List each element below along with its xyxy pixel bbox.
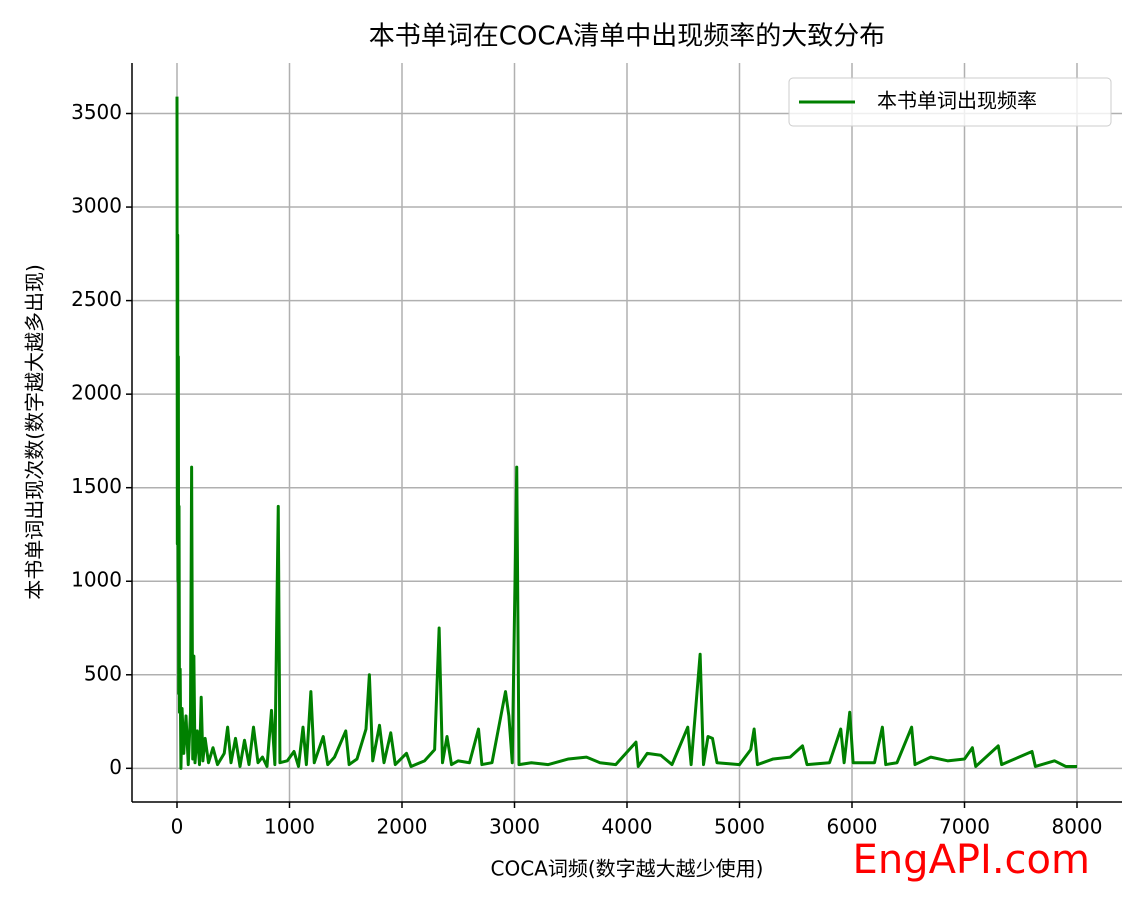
x-tick-label: 6000: [827, 815, 878, 839]
legend-label: 本书单词出现频率: [877, 89, 1037, 113]
x-tick-label: 0: [171, 815, 184, 839]
x-tick-label: 4000: [602, 815, 653, 839]
y-tick-label: 2500: [71, 287, 122, 311]
chart-title: 本书单词在COCA清单中出现频率的大致分布: [369, 22, 886, 52]
x-tick-label: 3000: [489, 815, 540, 839]
y-tick-label: 1000: [71, 568, 122, 592]
y-tick-label: 500: [84, 661, 122, 685]
x-axis-label: COCA词频(数字越大越少使用): [491, 857, 764, 881]
y-tick-label: 3500: [71, 100, 122, 124]
y-tick-label: 1500: [71, 474, 122, 498]
y-axis-label: 本书单词出现次数(数字越大越多出现): [23, 264, 47, 600]
y-tick-label: 2000: [71, 381, 122, 405]
x-tick-label: 2000: [377, 815, 428, 839]
y-tick-label: 0: [109, 755, 122, 779]
x-tick-label: 8000: [1052, 815, 1103, 839]
data-line: [175, 96, 1077, 770]
x-tick-label: 5000: [714, 815, 765, 839]
watermark: EngAPI.com: [853, 837, 1090, 883]
legend-box: [788, 77, 1112, 127]
x-tick-label: 7000: [939, 815, 990, 839]
y-tick-label: 3000: [71, 194, 122, 218]
x-tick-label: 1000: [264, 815, 315, 839]
